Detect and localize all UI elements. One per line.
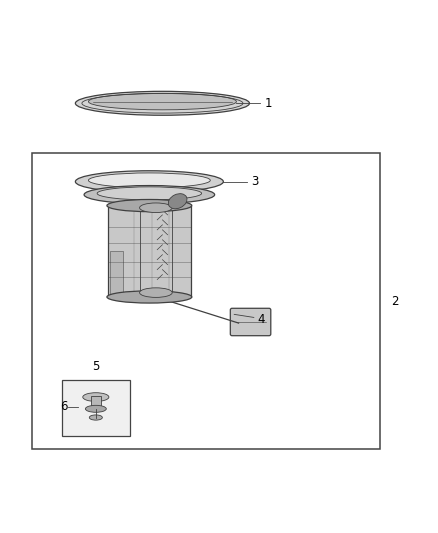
Ellipse shape	[75, 91, 250, 115]
Ellipse shape	[88, 93, 237, 110]
Ellipse shape	[75, 171, 223, 192]
Text: 3: 3	[252, 175, 259, 188]
Bar	[32, 154, 380, 449]
FancyBboxPatch shape	[230, 308, 271, 336]
Ellipse shape	[107, 199, 192, 212]
Ellipse shape	[168, 193, 187, 209]
Ellipse shape	[89, 415, 102, 420]
Ellipse shape	[84, 185, 215, 204]
Ellipse shape	[107, 291, 192, 303]
Ellipse shape	[140, 288, 172, 297]
Ellipse shape	[83, 393, 109, 401]
Bar	[91, 396, 101, 409]
Ellipse shape	[97, 187, 201, 200]
Ellipse shape	[140, 203, 172, 213]
Text: 5: 5	[92, 360, 99, 373]
Text: 1: 1	[265, 97, 272, 110]
Bar	[62, 379, 130, 436]
Text: 6: 6	[60, 400, 67, 413]
Polygon shape	[108, 206, 191, 297]
Bar	[110, 251, 123, 295]
Text: 2: 2	[391, 295, 399, 308]
Ellipse shape	[88, 173, 210, 188]
Text: 4: 4	[257, 313, 265, 326]
Ellipse shape	[85, 405, 106, 413]
